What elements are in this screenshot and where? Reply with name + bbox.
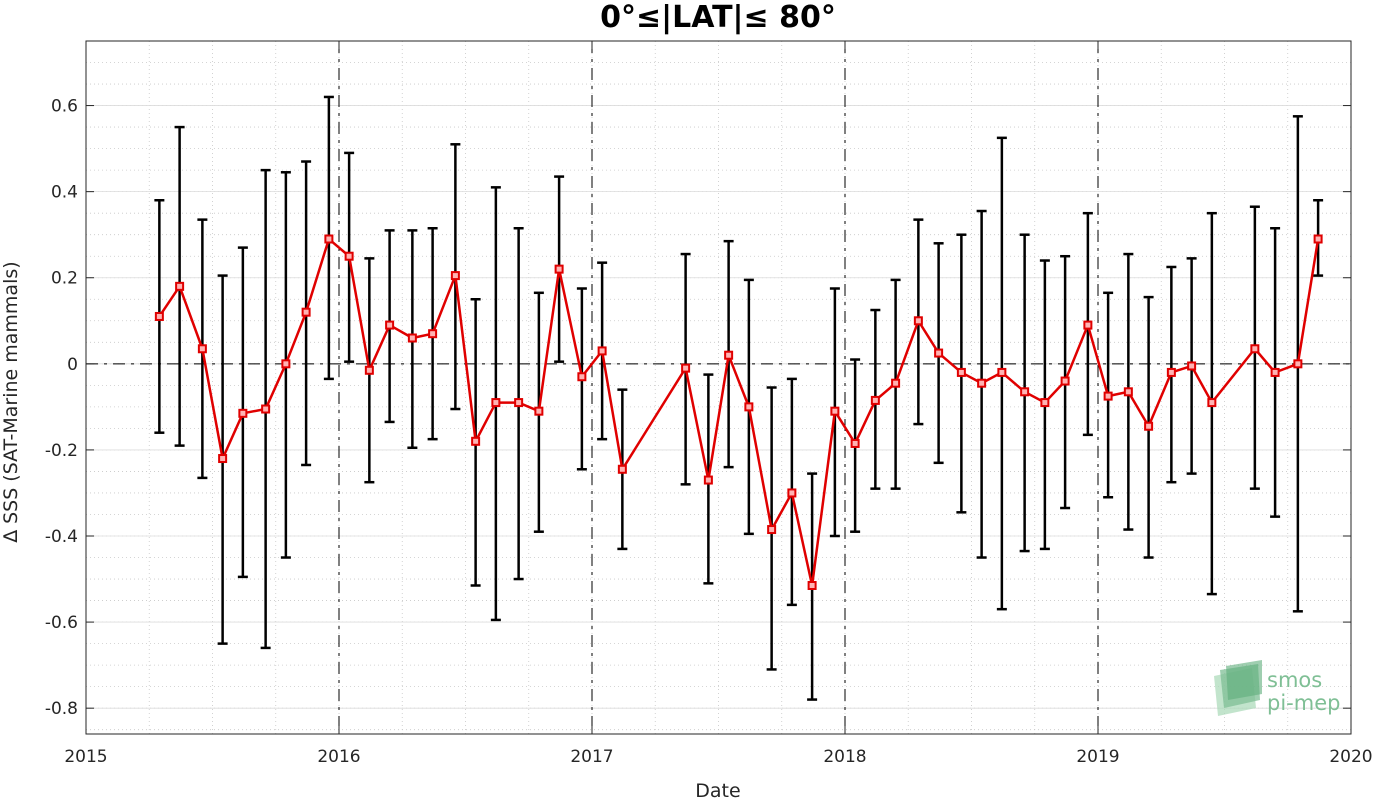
data-point-marker [1083, 320, 1093, 330]
smos-pimep-logo: smos pi-mep [1214, 660, 1340, 716]
x-axis-label: Date [695, 780, 740, 801]
data-point-marker [850, 438, 860, 448]
x-tick-label: 2019 [1076, 747, 1119, 767]
y-tick-label: -0.8 [45, 699, 78, 719]
data-point-marker [767, 525, 777, 535]
data-point-marker [238, 408, 248, 418]
x-tick-label: 2015 [64, 747, 107, 767]
x-tick-label: 2018 [823, 747, 866, 767]
axes-box [85, 40, 1352, 735]
data-point-marker [281, 359, 291, 369]
data-point-marker [1270, 367, 1280, 377]
data-point-marker [1103, 391, 1113, 401]
data-point-marker [830, 406, 840, 416]
data-point-marker [324, 234, 334, 244]
data-point-marker [554, 264, 564, 274]
data-point-marker [197, 344, 207, 354]
data-point-marker [218, 454, 228, 464]
data-point-marker [385, 320, 395, 330]
y-axis-label: ∆ SSS (SAT-Marine mammals) [0, 261, 22, 543]
y-tick-label: -0.4 [45, 527, 78, 547]
data-point-marker [617, 464, 627, 474]
y-tick-label: 0.4 [51, 183, 78, 203]
logo-mark-icon [1214, 660, 1262, 716]
data-point-marker [1207, 398, 1217, 408]
data-point-marker [471, 436, 481, 446]
data-point-marker [891, 378, 901, 388]
data-point-marker [428, 329, 438, 339]
data-point-marker [870, 395, 880, 405]
data-point-marker [997, 367, 1007, 377]
data-point-marker [1187, 361, 1197, 371]
data-point-marker [1166, 367, 1176, 377]
data-point-marker [956, 367, 966, 377]
x-tick-label: 2020 [1329, 747, 1372, 767]
logo-text-line1: smos [1267, 668, 1322, 692]
data-point-marker [1020, 387, 1030, 397]
data-point-marker [364, 365, 374, 375]
data-point-marker [1040, 398, 1050, 408]
data-point-marker [1060, 376, 1070, 386]
data-point-marker [261, 404, 271, 414]
grid [85, 40, 1352, 734]
logo-text-line2: pi-mep [1267, 691, 1340, 715]
year-separators [338, 41, 1099, 734]
data-point-marker [1144, 421, 1154, 431]
markers [154, 234, 1323, 590]
data-point-marker [450, 271, 460, 281]
data-point-marker [1250, 344, 1260, 354]
data-point-marker [344, 251, 354, 261]
data-point-marker [154, 311, 164, 321]
x-tick-label: 2017 [570, 747, 613, 767]
x-tick-labels: 2015 2016 2017 2018 2019 2020 [64, 747, 1372, 767]
data-point-marker [175, 281, 185, 291]
data-point-marker [1313, 234, 1323, 244]
y-tick-label: -0.2 [45, 441, 78, 461]
data-point-marker [934, 348, 944, 358]
data-point-marker [787, 488, 797, 498]
data-point-marker [681, 363, 691, 373]
data-point-marker [724, 350, 734, 360]
y-tick-label: -0.6 [45, 613, 78, 633]
chart-title: 0°≤|LAT|≤ 80° [600, 0, 836, 35]
data-point-marker [514, 398, 524, 408]
data-point-marker [1293, 359, 1303, 369]
data-point-marker [977, 378, 987, 388]
data-point-marker [744, 402, 754, 412]
data-point-marker [1123, 387, 1133, 397]
y-tick-label: 0.2 [51, 269, 78, 289]
data-point-marker [597, 346, 607, 356]
data-point-marker [407, 333, 417, 343]
data-point-marker [913, 316, 923, 326]
data-point-marker [807, 581, 817, 590]
data-point-marker [703, 475, 713, 485]
y-tick-label: 0 [67, 355, 78, 375]
data-point-marker [491, 398, 501, 408]
data-point-marker [301, 307, 311, 317]
ticks [85, 41, 1352, 734]
data-point-marker [577, 372, 587, 382]
x-tick-label: 2016 [317, 747, 360, 767]
y-tick-labels: -0.8 -0.6 -0.4 -0.2 0 0.2 0.4 0.6 [45, 97, 78, 720]
y-tick-label: 0.6 [51, 97, 78, 117]
data-point-marker [534, 406, 544, 416]
